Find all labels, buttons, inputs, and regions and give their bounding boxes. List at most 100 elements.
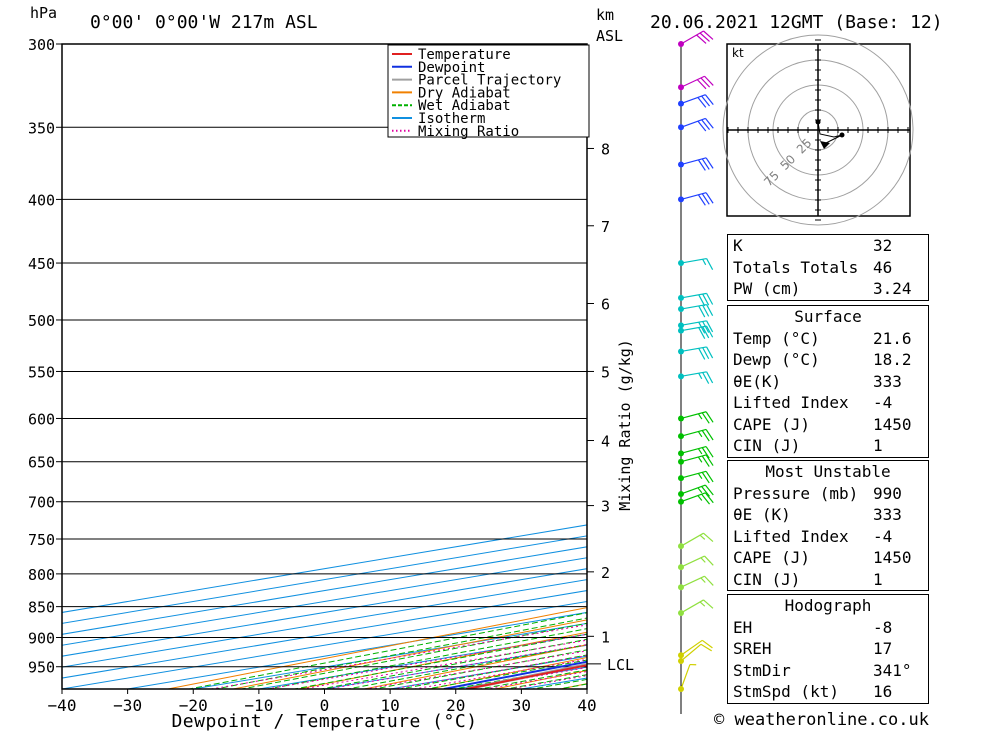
wind-barb-flag: [701, 447, 710, 459]
asl-unit-label: ASL: [596, 27, 624, 45]
wind-barb-flag: [705, 454, 714, 466]
wind-barb: [678, 411, 714, 424]
legend-label: Dry Adiabat: [418, 85, 511, 101]
location-label: 0°00' 0°00'W 217m ASL: [90, 12, 318, 33]
km-tick-label: 1: [601, 628, 610, 646]
wind-barb: [678, 94, 714, 108]
wind-barb-half-flag: [697, 413, 703, 420]
wind-barb: [678, 663, 697, 692]
wind-barb-staff: [680, 532, 704, 547]
wind-barb-staff: [680, 470, 707, 479]
km-tick-label: 5: [601, 363, 610, 381]
table-row: θE (K) 333: [733, 505, 902, 524]
wind-barb-dot: [678, 124, 684, 131]
wind-barb-staff: [680, 346, 707, 353]
dry-adiabat-line: [233, 619, 587, 689]
wind-barb-flag: [702, 321, 710, 333]
wind-barb-flag: [704, 575, 714, 586]
hodograph-table: Hodograph EH -8 SREH 17 StmDir 341° StmSpd …: [727, 594, 929, 704]
isotherm-line: [62, 557, 587, 646]
wind-barb-flag: [696, 34, 707, 44]
wind-barb-flag: [706, 325, 714, 338]
table-row: CAPE (J) 1450: [733, 414, 912, 434]
wind-barb-half-flag: [699, 534, 706, 540]
table-row: Temp (°C) 21.6: [733, 328, 912, 348]
wind-barb-flag: [705, 411, 714, 423]
wind-barb-half-flag: [700, 577, 706, 583]
pressure-tick-label: 750: [28, 531, 55, 549]
table-row: K 32: [733, 236, 893, 255]
wind-barb-flag: [698, 321, 706, 334]
table-row: SREH 17: [733, 639, 893, 658]
pressure-tick-label: 300: [28, 36, 55, 54]
pressure-tick-label: 600: [28, 410, 55, 428]
wind-barb-flag: [702, 372, 710, 384]
isotherm-line: [62, 535, 587, 624]
wind-barb-flag: [706, 258, 714, 270]
wind-barb-flag: [701, 455, 710, 467]
wind-barb-staff: [680, 75, 705, 88]
km-tick-label: 8: [601, 140, 610, 158]
wind-barb-flag: [706, 320, 714, 333]
wind-barb-flag: [698, 348, 706, 360]
wind-barb: [678, 257, 714, 270]
wind-barb-half-flag: [698, 372, 703, 380]
pressure-tick-label: 550: [28, 363, 55, 381]
hodograph-point: [815, 119, 821, 125]
wind-barb-flag: [701, 472, 710, 484]
wind-barb: [678, 303, 714, 318]
pressure-unit-label: hPa: [30, 4, 58, 22]
wind-barb-staff: [680, 492, 706, 503]
pressure-tick-label: 500: [28, 312, 55, 330]
table-row: CAPE (J) 1450: [733, 548, 912, 567]
pressure-tick-label: 900: [28, 630, 55, 648]
wind-barb-flag: [705, 192, 714, 204]
wind-barb-flag: [705, 157, 714, 169]
most-unstable-table: Most Unstable Pressure (mb) 990 θE (K) 333…: [727, 460, 929, 591]
wind-barb-staff: [680, 157, 707, 166]
wind-barb-staff: [680, 639, 703, 656]
pressure-tick-label: 450: [28, 255, 55, 273]
wind-barb-flag: [701, 158, 710, 170]
wind-barb-flag: [697, 97, 707, 108]
wind-barb-flag: [703, 30, 714, 40]
wind-barb: [678, 639, 713, 659]
wind-barb: [678, 157, 714, 171]
wind-barb-flag: [702, 293, 710, 306]
most-unstable-title: Most Unstable: [765, 462, 891, 481]
wind-barb-flag: [698, 305, 706, 318]
indices-table: K 32 Totals Totals 46 PW (cm) 3.24: [727, 234, 929, 301]
x-tick-label: −40: [48, 696, 77, 715]
km-tick-label: 4: [601, 433, 610, 451]
km-tick-label: 7: [601, 218, 610, 236]
surface-title: Surface: [794, 307, 862, 326]
wind-barb-flag: [698, 327, 706, 339]
km-tick-label: 6: [601, 296, 610, 314]
wind-barb-flag: [700, 77, 711, 88]
wind-barb-half-flag: [702, 258, 707, 266]
wind-barb: [678, 446, 714, 459]
wind-barb-staff: [680, 303, 707, 310]
wind-barb-flag: [697, 194, 706, 206]
legend-label: Parcel Trajectory: [418, 73, 561, 89]
pressure-tick-label: 350: [28, 119, 55, 137]
hodograph-point: [839, 132, 845, 138]
x-axis-title: Dewpoint / Temperature (°C): [171, 711, 477, 732]
wind-barb: [678, 454, 714, 467]
wind-barb-flag: [697, 159, 706, 171]
wind-barb-half-flag: [697, 487, 703, 494]
wind-barb-half-flag: [697, 473, 703, 480]
wind-barb-staff: [680, 664, 691, 690]
table-row: Totals Totals 46: [733, 257, 893, 277]
wind-barb-staff: [680, 555, 705, 568]
hodograph-trace: [817, 121, 843, 144]
wind-barb-staff: [680, 428, 707, 437]
wind-barb-flag: [705, 471, 714, 483]
pressure-tick-label: 800: [28, 566, 55, 584]
wind-barb: [678, 484, 714, 497]
table-row: Pressure (mb) 990: [733, 483, 902, 503]
isotherm-line: [62, 546, 587, 635]
x-tick-label: −20: [179, 696, 208, 715]
wind-barb: [678, 643, 713, 665]
